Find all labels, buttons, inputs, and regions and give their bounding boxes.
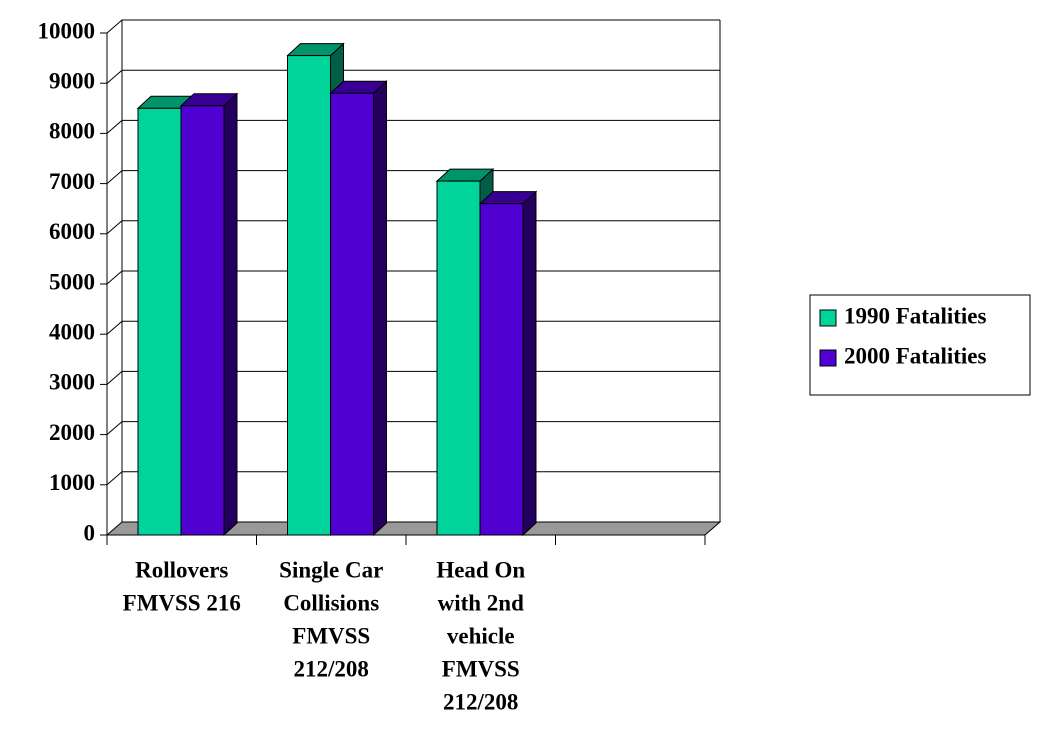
legend-swatch <box>819 349 837 367</box>
bar-front <box>287 55 331 536</box>
x-tick-label: FMVSS <box>442 656 520 681</box>
x-tick-label: 212/208 <box>294 656 369 681</box>
bar <box>179 92 239 537</box>
legend-box <box>809 294 1031 396</box>
y-tick-label: 7000 <box>49 169 95 194</box>
bar <box>478 190 538 537</box>
y-tick-label: 2000 <box>49 420 95 445</box>
bar-front <box>436 180 481 536</box>
x-tick-label: 212/208 <box>443 689 518 714</box>
y-tick-label: 6000 <box>49 219 95 244</box>
grid-line <box>106 119 720 134</box>
x-tick-label: Rollovers <box>135 557 228 582</box>
x-tick-label: vehicle <box>447 623 515 648</box>
bar-front <box>137 107 182 536</box>
bar-front <box>479 203 524 536</box>
legend-swatch <box>819 309 837 327</box>
y-tick-label: 9000 <box>49 68 95 93</box>
legend-label: 1990 Fatalities <box>844 303 986 328</box>
grid-line <box>106 69 720 84</box>
legend-label: 2000 Fatalities <box>844 343 986 368</box>
y-tick-label: 5000 <box>49 269 95 294</box>
bar-front <box>330 92 374 536</box>
x-tick-label: Single Car <box>279 557 383 582</box>
y-tick-label: 8000 <box>49 119 95 144</box>
x-tick-label: Head On <box>436 557 525 582</box>
x-tick-label: with 2nd <box>438 590 524 615</box>
grid-line <box>106 19 720 34</box>
bar-side <box>373 80 387 537</box>
x-tick-label: Collisions <box>283 590 379 615</box>
x-tick-label: FMVSS 216 <box>123 590 241 615</box>
y-tick-label: 1000 <box>49 470 95 495</box>
grid-line <box>106 170 720 184</box>
y-tick-label: 10000 <box>38 18 96 43</box>
y-tick-label: 4000 <box>49 319 95 344</box>
bar-side <box>223 92 238 537</box>
y-tick-label: 0 <box>84 520 96 545</box>
bar-side <box>522 190 537 537</box>
bar-front <box>180 105 225 536</box>
bar <box>329 80 388 537</box>
x-tick-label: FMVSS <box>292 623 370 648</box>
y-tick-label: 3000 <box>49 370 95 395</box>
